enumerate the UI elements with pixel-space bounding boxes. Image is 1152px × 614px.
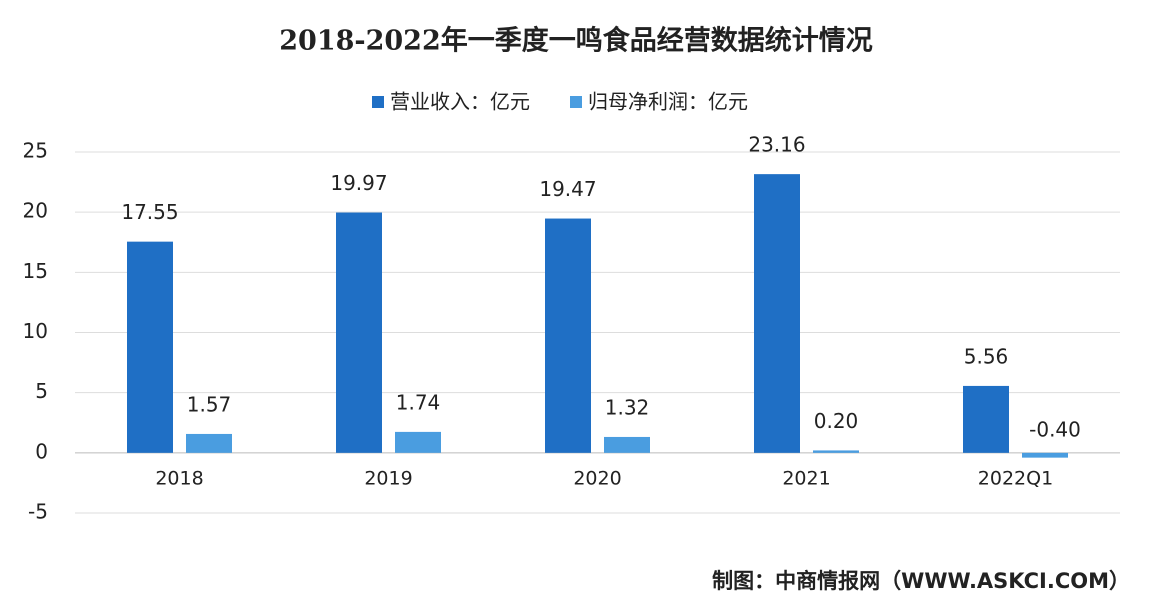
- x-tick-label: 2021: [782, 467, 830, 489]
- x-tick-label: 2018: [155, 467, 203, 489]
- y-tick-label: 20: [23, 199, 48, 223]
- value-label: 19.47: [539, 177, 596, 201]
- bar: [813, 450, 859, 453]
- y-tick-label: 15: [23, 259, 48, 283]
- y-tick-label: 0: [35, 439, 48, 463]
- bar: [336, 212, 382, 453]
- bar: [395, 431, 441, 453]
- value-label: 1.57: [187, 392, 232, 416]
- bar: [754, 174, 800, 453]
- chart-title: 2018-2022年一季度一鸣食品经营数据统计情况: [279, 25, 873, 57]
- y-tick-label: 25: [23, 139, 48, 163]
- value-label: 0.20: [814, 409, 859, 433]
- bar: [963, 385, 1009, 453]
- value-label: 1.32: [605, 395, 650, 419]
- source: 制图：中商情报网（WWW.ASKCI.COM）: [712, 569, 1130, 593]
- x-tick-label: 2020: [573, 467, 621, 489]
- value-label: 17.55: [121, 200, 178, 224]
- x-tick-label: 2022Q1: [978, 467, 1053, 489]
- legend-label: 营业收入：亿元: [390, 90, 530, 114]
- y-tick-label: 5: [35, 379, 48, 403]
- bar: [127, 241, 173, 453]
- bar: [545, 218, 591, 453]
- bar: [186, 433, 232, 453]
- value-label: 5.56: [964, 344, 1009, 368]
- legend-label: 归母净利润：亿元: [588, 90, 748, 114]
- value-label: -0.40: [1029, 417, 1081, 441]
- value-label: 1.74: [396, 390, 441, 414]
- bar: [1022, 452, 1068, 458]
- y-tick-label: -5: [28, 500, 48, 524]
- value-label: 19.97: [330, 171, 387, 195]
- bar: [604, 436, 650, 453]
- value-label: 23.16: [748, 133, 805, 157]
- y-tick-label: 10: [23, 319, 48, 343]
- legend-swatch: [372, 96, 384, 108]
- x-tick-label: 2019: [364, 467, 412, 489]
- legend-swatch: [570, 96, 582, 108]
